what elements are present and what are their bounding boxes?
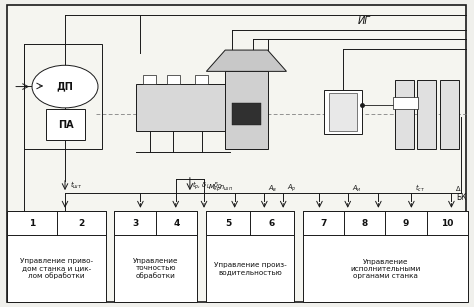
Bar xyxy=(206,211,293,235)
Bar xyxy=(7,211,106,302)
Text: Управление произ-
водительностью: Управление произ- водительностью xyxy=(214,262,286,275)
Bar xyxy=(167,75,180,84)
Bar xyxy=(232,103,261,125)
Text: 5: 5 xyxy=(225,219,231,227)
Text: $A_р$: $A_р$ xyxy=(287,183,297,194)
Text: ПА: ПА xyxy=(58,120,73,130)
Bar xyxy=(392,97,419,110)
Text: Управление приво-
дом станка и цик-
лом обработки: Управление приво- дом станка и цик- лом … xyxy=(20,258,93,279)
Text: 4: 4 xyxy=(173,219,180,227)
Polygon shape xyxy=(206,50,286,71)
Bar xyxy=(303,211,468,302)
Text: 1: 1 xyxy=(28,219,35,227)
Bar xyxy=(195,75,208,84)
Bar xyxy=(24,44,102,149)
Text: $M_{кр}n_{шп}$: $M_{кр}n_{шп}$ xyxy=(208,183,233,194)
Bar xyxy=(440,80,459,149)
Text: $t_{шт}$: $t_{шт}$ xyxy=(70,180,82,191)
Text: 9: 9 xyxy=(403,219,409,227)
Text: Управление
точностью
обработки: Управление точностью обработки xyxy=(133,258,179,279)
Bar xyxy=(329,93,357,131)
Text: $A_и$: $A_и$ xyxy=(352,183,361,194)
Bar xyxy=(115,211,197,235)
Bar xyxy=(115,211,197,302)
Text: 2: 2 xyxy=(78,219,84,227)
Bar xyxy=(7,211,106,235)
Text: 8: 8 xyxy=(362,219,368,227)
Bar xyxy=(136,84,230,131)
Text: 7: 7 xyxy=(320,219,327,227)
Bar xyxy=(395,80,414,149)
Text: $A_в$: $A_в$ xyxy=(268,183,277,194)
Text: 10: 10 xyxy=(441,219,454,227)
Text: $\Delta$: $\Delta$ xyxy=(455,184,462,193)
Bar xyxy=(46,109,85,140)
Bar xyxy=(324,90,362,134)
Bar xyxy=(303,211,468,235)
Bar xyxy=(225,71,268,149)
Bar xyxy=(418,80,437,149)
Text: БК: БК xyxy=(456,193,466,202)
Text: $t_{р}$, $\delta_L$, $\delta_D$: $t_{р}$, $\delta_L$, $\delta_D$ xyxy=(192,179,223,192)
Text: 6: 6 xyxy=(269,219,275,227)
Text: Управление
исполнительными
органами станка: Управление исполнительными органами стан… xyxy=(350,259,420,279)
Bar xyxy=(143,75,156,84)
Circle shape xyxy=(32,65,98,108)
Text: $t_{ст}$: $t_{ст}$ xyxy=(415,183,425,194)
Text: ДП: ДП xyxy=(56,82,73,91)
Text: ИГ: ИГ xyxy=(358,16,371,26)
Text: 3: 3 xyxy=(132,219,138,227)
Bar xyxy=(206,211,293,302)
